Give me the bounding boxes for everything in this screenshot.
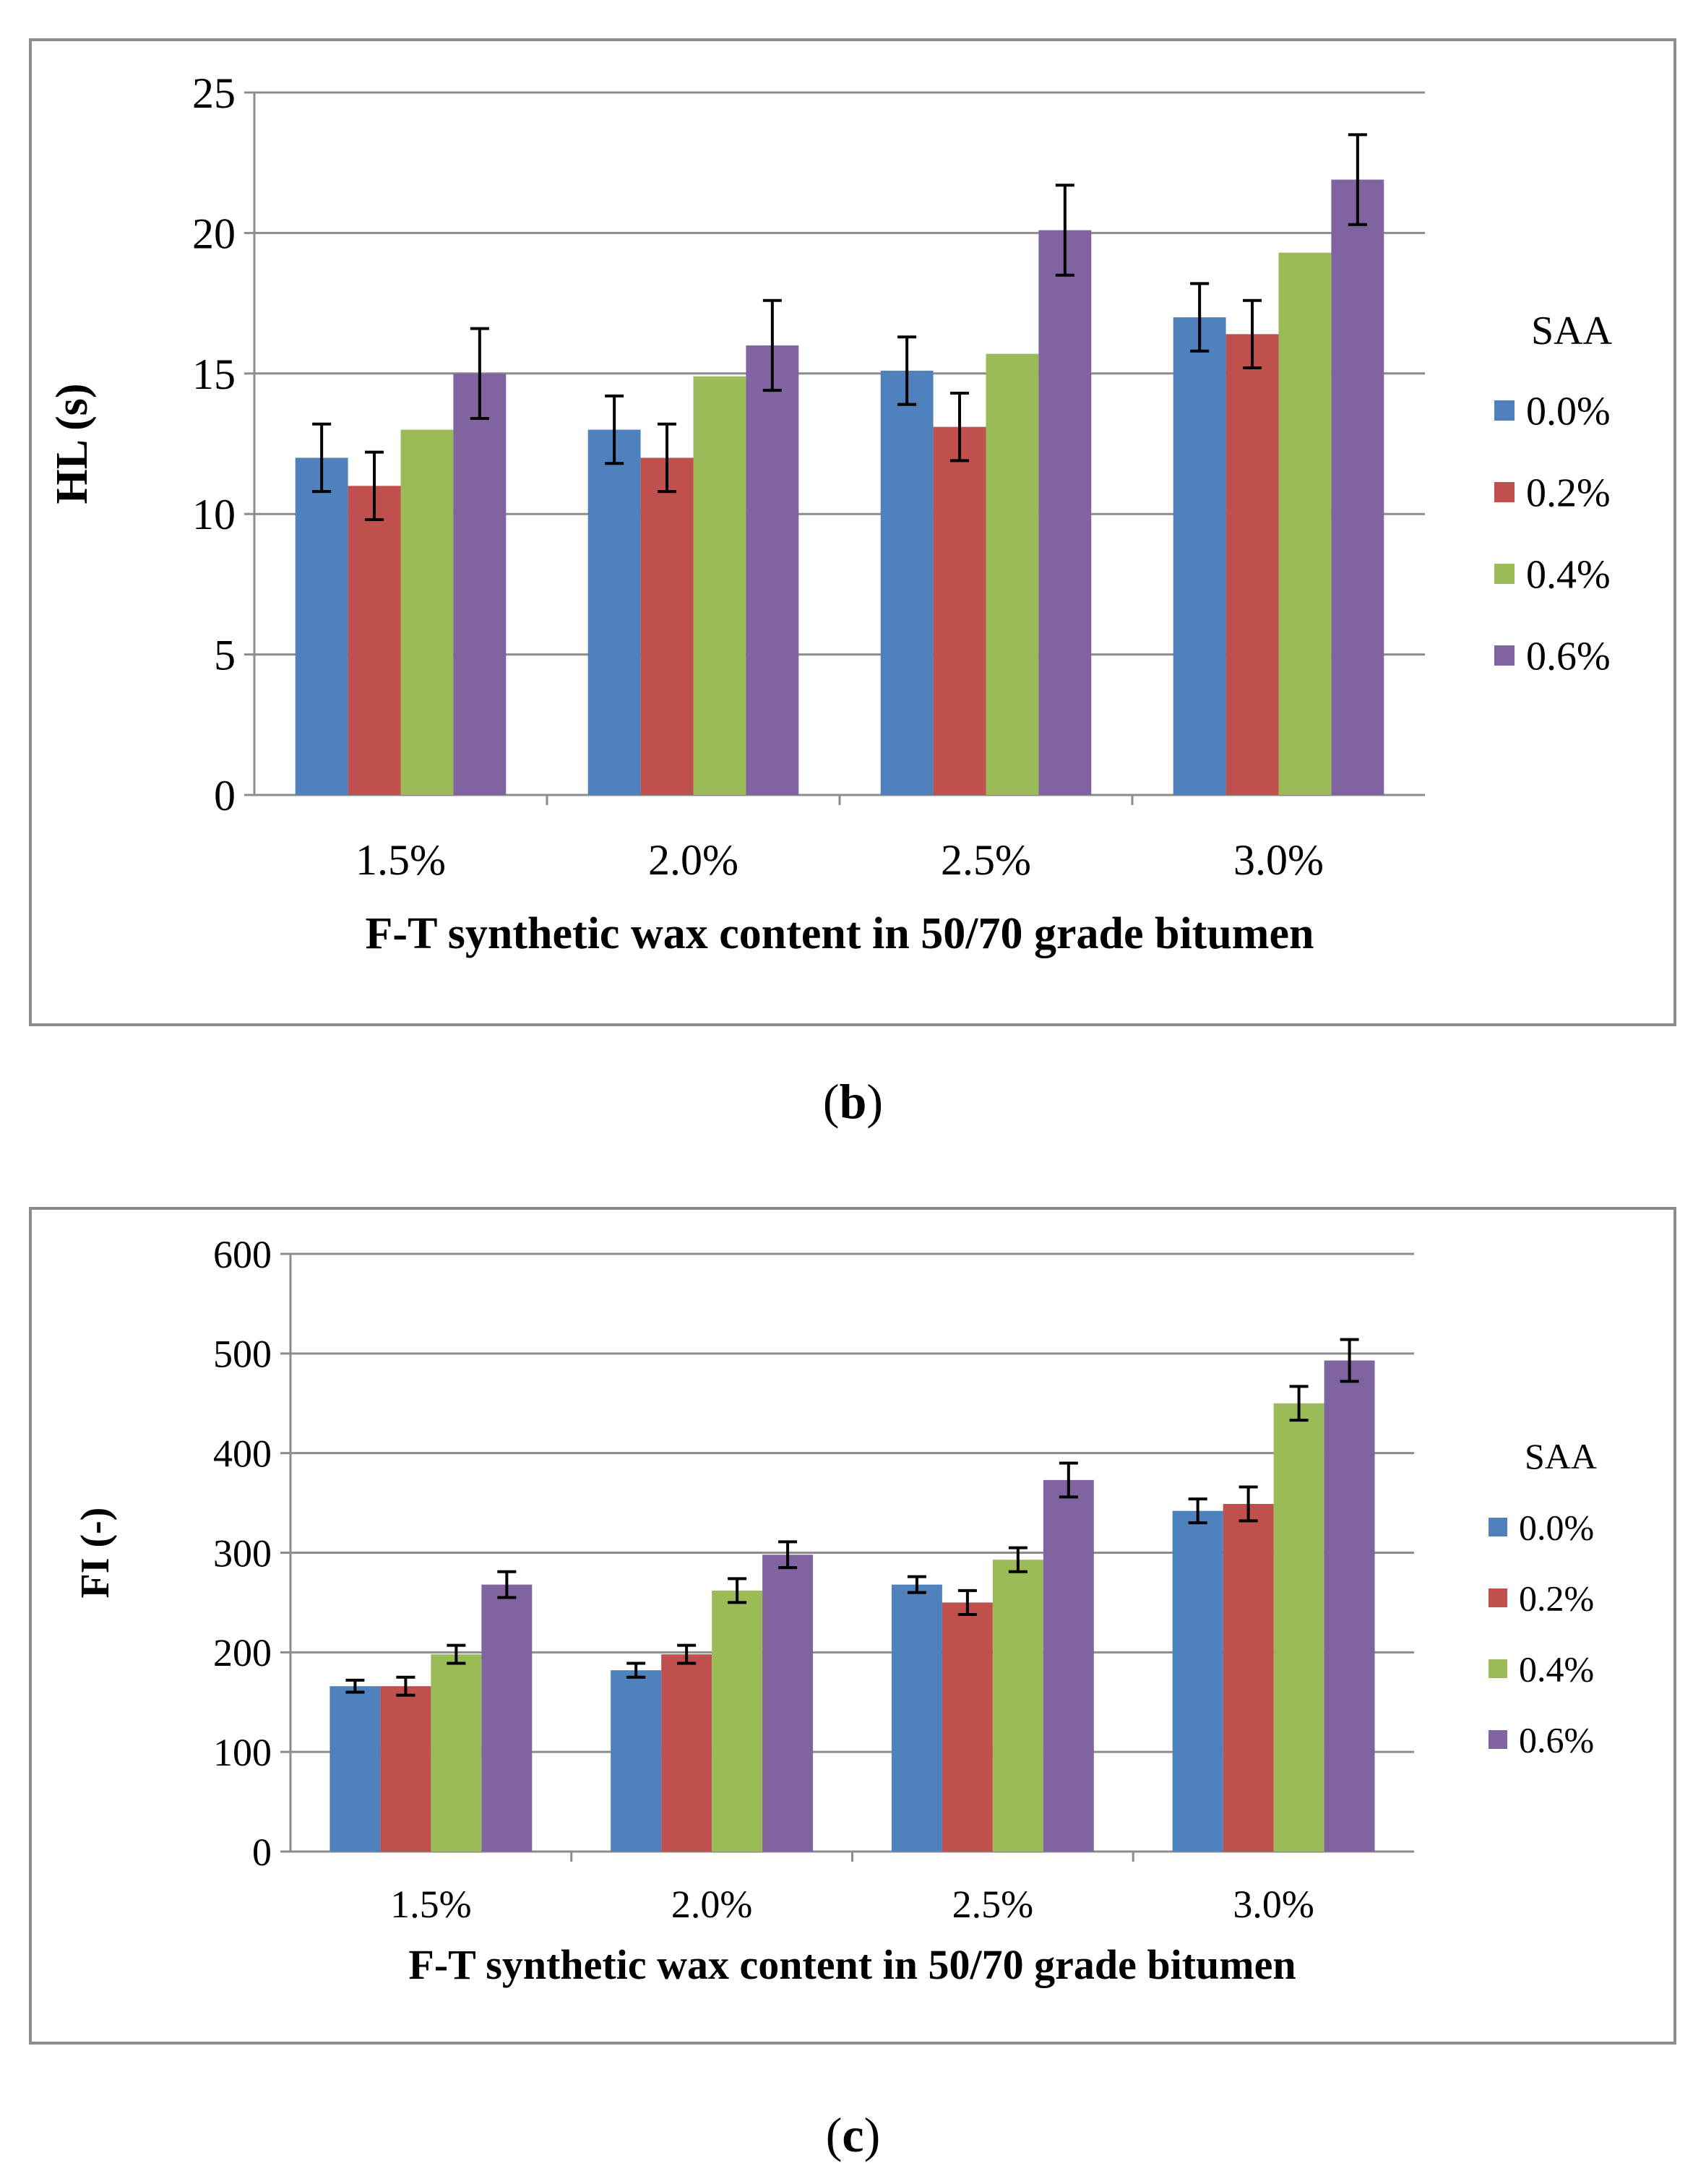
- legend-swatch-0.0%: [1494, 400, 1515, 421]
- x-tick-label: 3.0%: [1233, 836, 1324, 884]
- y-axis-title: FI (-): [73, 1508, 118, 1599]
- x-tick-label: 3.0%: [1233, 1883, 1314, 1926]
- legend-label-0.6%: 0.6%: [1526, 635, 1611, 679]
- legend-title: SAA: [1531, 309, 1613, 353]
- panel-label-b-close: ): [866, 1074, 884, 1129]
- bar-0.4%: [1278, 252, 1332, 796]
- y-tick-label: 600: [213, 1233, 272, 1276]
- bar-0.4%: [1273, 1403, 1324, 1852]
- bar-0.2%: [1223, 1503, 1274, 1852]
- panel-label-b: (b): [0, 1073, 1706, 1130]
- legend-label-0.4%: 0.4%: [1526, 553, 1611, 598]
- x-tick-label: 2.0%: [671, 1883, 752, 1926]
- y-tick-label: 5: [214, 632, 236, 679]
- legend-swatch-0.0%: [1489, 1518, 1507, 1536]
- panel-label-c-letter: c: [842, 2107, 864, 2162]
- bar-0.6%: [1043, 1479, 1094, 1852]
- bar-0.6%: [1038, 230, 1092, 796]
- y-tick-label: 500: [213, 1333, 272, 1376]
- chart-frame: [29, 1207, 1676, 2045]
- y-tick-label: 100: [213, 1731, 272, 1774]
- bar-0.6%: [453, 373, 507, 795]
- y-axis-title: HL (s): [48, 383, 97, 504]
- bar-0.4%: [431, 1654, 482, 1852]
- bar-0.6%: [1324, 1360, 1375, 1852]
- legend-swatch-0.2%: [1489, 1588, 1507, 1607]
- y-tick-label: 20: [192, 210, 236, 257]
- legend-swatch-0.6%: [1494, 645, 1515, 666]
- bar-0.4%: [992, 1560, 1043, 1852]
- legend-swatch-0.4%: [1494, 564, 1515, 584]
- legend-swatch-0.6%: [1489, 1730, 1507, 1749]
- y-tick-label: 400: [213, 1432, 272, 1476]
- legend-label-0.4%: 0.4%: [1519, 1649, 1594, 1690]
- panel-label-c: (c): [0, 2107, 1706, 2164]
- legend-label-0.0%: 0.0%: [1526, 390, 1611, 434]
- bar-0.0%: [891, 1584, 942, 1852]
- panel-label-b-open: (: [822, 1074, 840, 1129]
- legend-swatch-0.4%: [1489, 1659, 1507, 1678]
- y-tick-label: 0: [252, 1831, 272, 1874]
- bar-0.2%: [640, 457, 694, 795]
- panel-label-c-open: (: [825, 2107, 843, 2162]
- bar-0.2%: [348, 486, 401, 795]
- bar-0.2%: [380, 1686, 431, 1852]
- panel-label-b-letter: b: [839, 1074, 867, 1129]
- bar-0.4%: [712, 1590, 763, 1852]
- y-tick-label: 300: [213, 1531, 272, 1575]
- y-tick-label: 200: [213, 1631, 272, 1674]
- bar-0.2%: [933, 426, 986, 795]
- hl-chart: 0 5 10 15 20 25 1.5% 2.0% 2.5% 3.0% F-T synthetic …: [29, 38, 1676, 1026]
- x-tick-label: 2.5%: [952, 1883, 1033, 1926]
- legend-label-0.2%: 0.2%: [1519, 1578, 1594, 1619]
- fi-chart: 0 100 200 300 400 500 600 1.5% 2.0% 2.5% 3.0% F-T s…: [29, 1207, 1676, 2045]
- bar-0.0%: [295, 457, 348, 795]
- bar-0.6%: [762, 1555, 814, 1852]
- x-tick-label: 2.0%: [648, 836, 738, 884]
- x-axis-title: F-T synthetic wax content in 50/70 grade…: [408, 1941, 1296, 1988]
- bar-0.4%: [400, 429, 454, 795]
- bar-0.2%: [942, 1602, 993, 1852]
- legend-label-0.0%: 0.0%: [1519, 1508, 1594, 1548]
- y-tick-label: 15: [192, 351, 236, 398]
- x-tick-label: 1.5%: [390, 1883, 471, 1926]
- bar-0.0%: [1172, 1510, 1223, 1852]
- legend-title: SAA: [1525, 1436, 1597, 1476]
- bar-0.6%: [481, 1584, 533, 1852]
- bar-0.0%: [1173, 317, 1226, 795]
- x-tick-label: 2.5%: [941, 836, 1031, 884]
- bar-0.2%: [1225, 334, 1279, 795]
- y-tick-label: 25: [192, 69, 236, 117]
- legend-label-0.2%: 0.2%: [1526, 471, 1611, 516]
- bar-0.0%: [587, 429, 641, 795]
- panel-label-c-close: ): [863, 2107, 881, 2162]
- bar-0.4%: [693, 376, 746, 795]
- bar-0.6%: [1331, 179, 1384, 795]
- bar-0.2%: [661, 1654, 712, 1852]
- x-axis-title: F-T synthetic wax content in 50/70 grade…: [366, 909, 1314, 958]
- bar-0.0%: [611, 1670, 662, 1852]
- x-tick-label: 1.5%: [356, 836, 446, 884]
- bar-0.0%: [329, 1686, 381, 1852]
- bar-0.6%: [746, 345, 799, 795]
- bar-0.4%: [986, 353, 1039, 796]
- bar-0.0%: [880, 370, 934, 795]
- y-tick-label: 0: [214, 772, 236, 820]
- legend-swatch-0.2%: [1494, 482, 1515, 502]
- y-tick-label: 10: [192, 491, 236, 538]
- chart-frame: [29, 38, 1676, 1026]
- legend-label-0.6%: 0.6%: [1519, 1720, 1594, 1760]
